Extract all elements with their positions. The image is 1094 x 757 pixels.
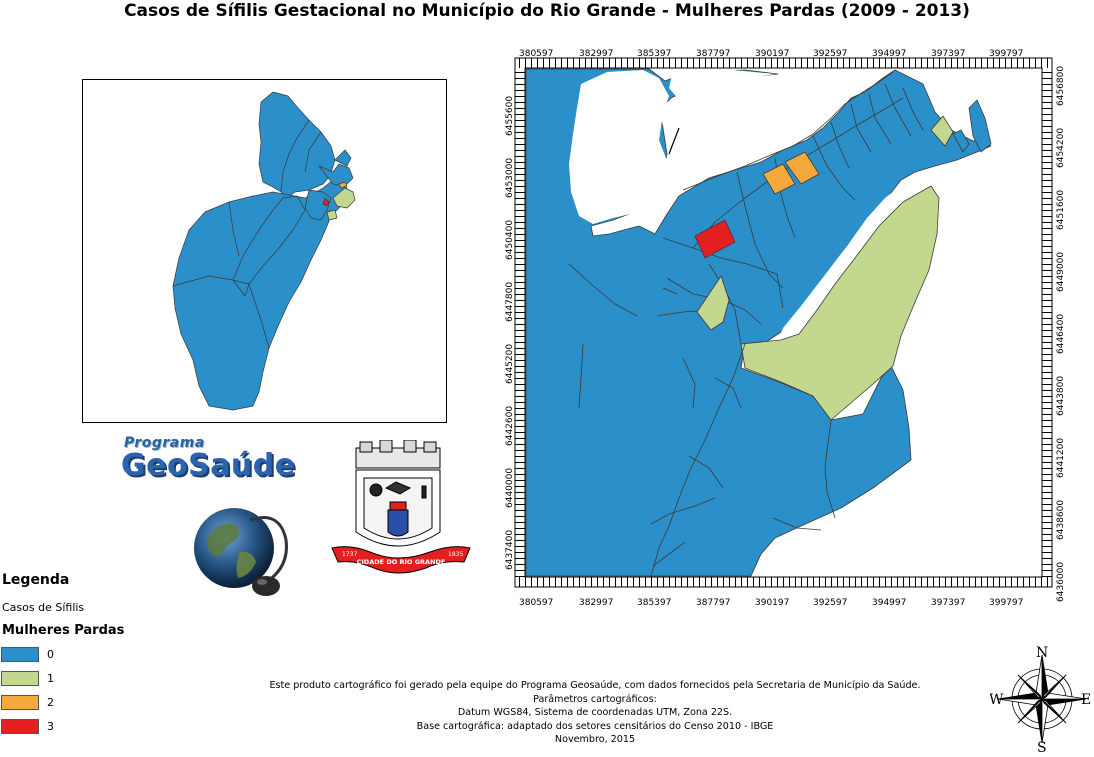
- compass-e: E: [1081, 692, 1091, 708]
- legend-label-0: 0: [47, 648, 54, 661]
- grid-label-x-top: 392597: [813, 49, 847, 59]
- grid-label-y-right: 6454200: [1056, 128, 1066, 168]
- tract-green-large: [740, 185, 940, 421]
- logo-geosaude-text: GeoSaúde: [121, 448, 296, 483]
- census-tracts: [525, 68, 992, 577]
- grid-label-x-top: 390197: [755, 49, 789, 59]
- tract-red: [694, 219, 736, 259]
- grid-label-x-top: 399797: [989, 49, 1023, 59]
- water-lagoon: [569, 70, 669, 224]
- grid-label-y-right: 6443800: [1056, 376, 1066, 416]
- grid-label-y-right: 6451600: [1056, 190, 1066, 230]
- credits-line: Este produto cartográfico foi gerado pel…: [269, 680, 921, 691]
- overview-municipality: [258, 91, 336, 199]
- grid-label-x-top: 385397: [637, 49, 671, 59]
- grid-label-x-bottom: 390197: [755, 598, 789, 607]
- grid-label-x-bottom: 399797: [989, 598, 1023, 607]
- legend-label-2: 2: [47, 696, 54, 709]
- logo-programa-text: Programa: [124, 435, 205, 451]
- grid-label-y-right: 6449000: [1056, 252, 1066, 292]
- grid-label-y-right: 6446400: [1056, 314, 1066, 354]
- main-map-frame: 380597 382997 385397 387797 390197 39259…: [483, 48, 1076, 608]
- map-title: Casos de Sífilis Gestacional no Municípi…: [124, 1, 970, 21]
- grid-label-y-right: 6438600: [1056, 500, 1066, 540]
- grid-label-x-bottom: 385397: [637, 598, 671, 607]
- grid-label-x-top: 397397: [931, 49, 965, 59]
- credits-line: Parâmetros cartográficos:: [533, 693, 657, 705]
- seal-year-left: 1737: [342, 551, 357, 558]
- grid-label-y-left: 6447800: [505, 282, 515, 322]
- tract-green-small-1: [696, 275, 730, 331]
- city-seal-logo: CIDADE DO RIO GRANDE 1737 1835: [330, 439, 472, 578]
- legend-swatch-0: [1, 647, 39, 662]
- legend-field: Mulheres Pardas: [2, 623, 125, 638]
- grid-labels-y-left: 6455600 6453000 6450400 6447800 6445200 …: [505, 96, 515, 570]
- grid-label-y-left: 6450400: [505, 220, 515, 260]
- compass-n: N: [1036, 645, 1048, 661]
- credits-line: Base cartográfica: adaptado dos setores …: [416, 720, 774, 732]
- compass-w: W: [990, 692, 1004, 708]
- grid-label-x-top: 394997: [872, 49, 906, 59]
- grid-labels-x: 380597 382997 385397 387797 390197 39259…: [519, 49, 1023, 608]
- grid-label-y-right: 6441200: [1056, 438, 1066, 478]
- legend-title: Legenda: [2, 572, 70, 588]
- grid-label-x-top: 382997: [579, 49, 613, 59]
- legend-swatch-2: [1, 695, 39, 710]
- credits-line: Novembro, 2015: [554, 734, 636, 745]
- tract-green-small-2: [930, 115, 954, 147]
- grid-label-y-left: 6453000: [505, 158, 515, 198]
- compass-s: S: [1037, 740, 1047, 753]
- map-credits: Este produto cartográfico foi gerado pel…: [200, 679, 990, 747]
- grid-label-x-bottom: 397397: [931, 598, 965, 607]
- grid-label-y-right: 6456800: [1056, 66, 1066, 106]
- legend-label-1: 1: [47, 672, 54, 685]
- legend-label-3: 3: [47, 720, 54, 733]
- grid-label-x-bottom: 394997: [872, 598, 906, 607]
- grid-label-y-left: 6442600: [505, 406, 515, 446]
- grid-label-y-left: 6440000: [505, 468, 515, 508]
- grid-label-x-top: 387797: [696, 49, 730, 59]
- grid-label-x-top: 380597: [519, 49, 553, 59]
- tract-orange-2: [784, 151, 820, 185]
- grid-labels-y-right: 6456800 6454200 6451600 6449000 6446400 …: [1056, 66, 1066, 602]
- credits-line: Datum WGS84, Sistema de coordenadas UTM,…: [457, 707, 733, 718]
- seal-ribbon-text: CIDADE DO RIO GRANDE: [357, 558, 446, 566]
- grid-label-x-bottom: 392597: [813, 598, 847, 607]
- tract-orange-1: [762, 163, 796, 195]
- overview-map: [82, 79, 447, 423]
- grid-label-y-left: 6445200: [505, 344, 515, 384]
- grid-label-y-left: 6455600: [505, 96, 515, 136]
- grid-label-y-left: 6437400: [505, 530, 515, 570]
- grid-label-y-right: 6436000: [1056, 562, 1066, 602]
- legend-subtitle: Casos de Sífilis: [2, 601, 85, 614]
- grid-label-x-bottom: 382997: [579, 598, 613, 607]
- legend-swatch-1: [1, 671, 39, 686]
- globe-mouse-icon: [190, 500, 302, 604]
- seal-year-right: 1835: [448, 551, 463, 558]
- legend-swatch-3: [1, 719, 39, 734]
- grid-label-x-bottom: 387797: [696, 598, 730, 607]
- compass-rose-icon: N S E W: [989, 645, 1094, 756]
- grid-label-x-bottom: 380597: [519, 598, 553, 607]
